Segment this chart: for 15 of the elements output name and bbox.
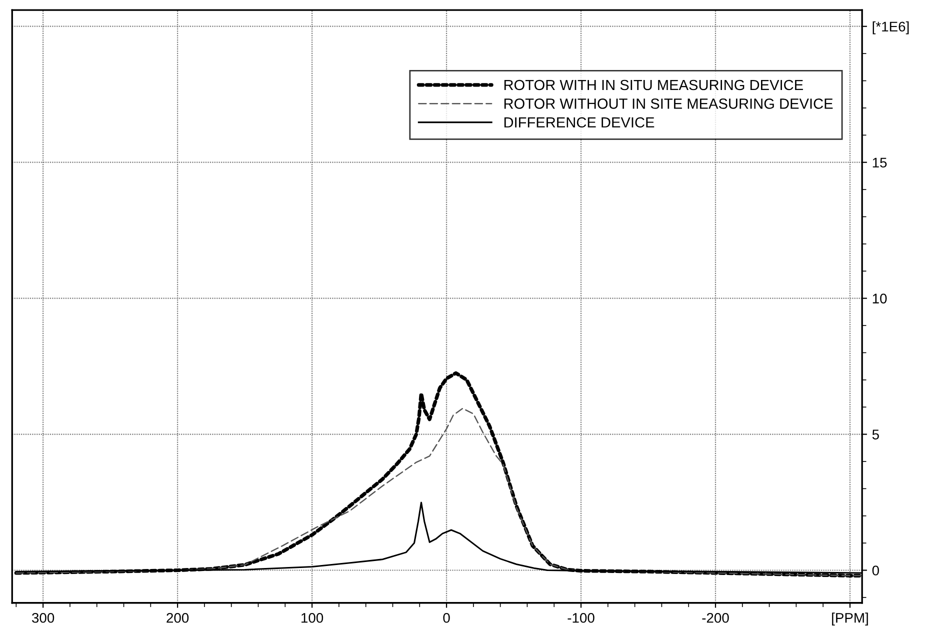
legend-label: ROTOR WITH IN SITU MEASURING DEVICE bbox=[504, 80, 803, 90]
x-tick-label: 200 bbox=[166, 612, 189, 623]
x-tick-label: [PPM] bbox=[832, 612, 868, 626]
x-tick-label: 0 bbox=[443, 612, 450, 623]
x-tick-label: -200 bbox=[702, 612, 729, 623]
y-tick-label: 15 bbox=[872, 158, 887, 168]
x-tick-label: 100 bbox=[302, 612, 324, 623]
x-tick-label: 300 bbox=[32, 612, 54, 623]
legend-label: DIFFERENCE DEVICE bbox=[504, 117, 654, 128]
x-tick-label: -100 bbox=[568, 612, 594, 623]
y-tick-label: 10 bbox=[872, 294, 887, 304]
legend-label: ROTOR WITHOUT IN SITE MEASURING DEVICE bbox=[504, 98, 833, 109]
y-tick-label: 5 bbox=[872, 430, 879, 440]
y-tick-label: [*1E6] bbox=[872, 21, 909, 34]
y-tick-label: 0 bbox=[872, 566, 879, 576]
